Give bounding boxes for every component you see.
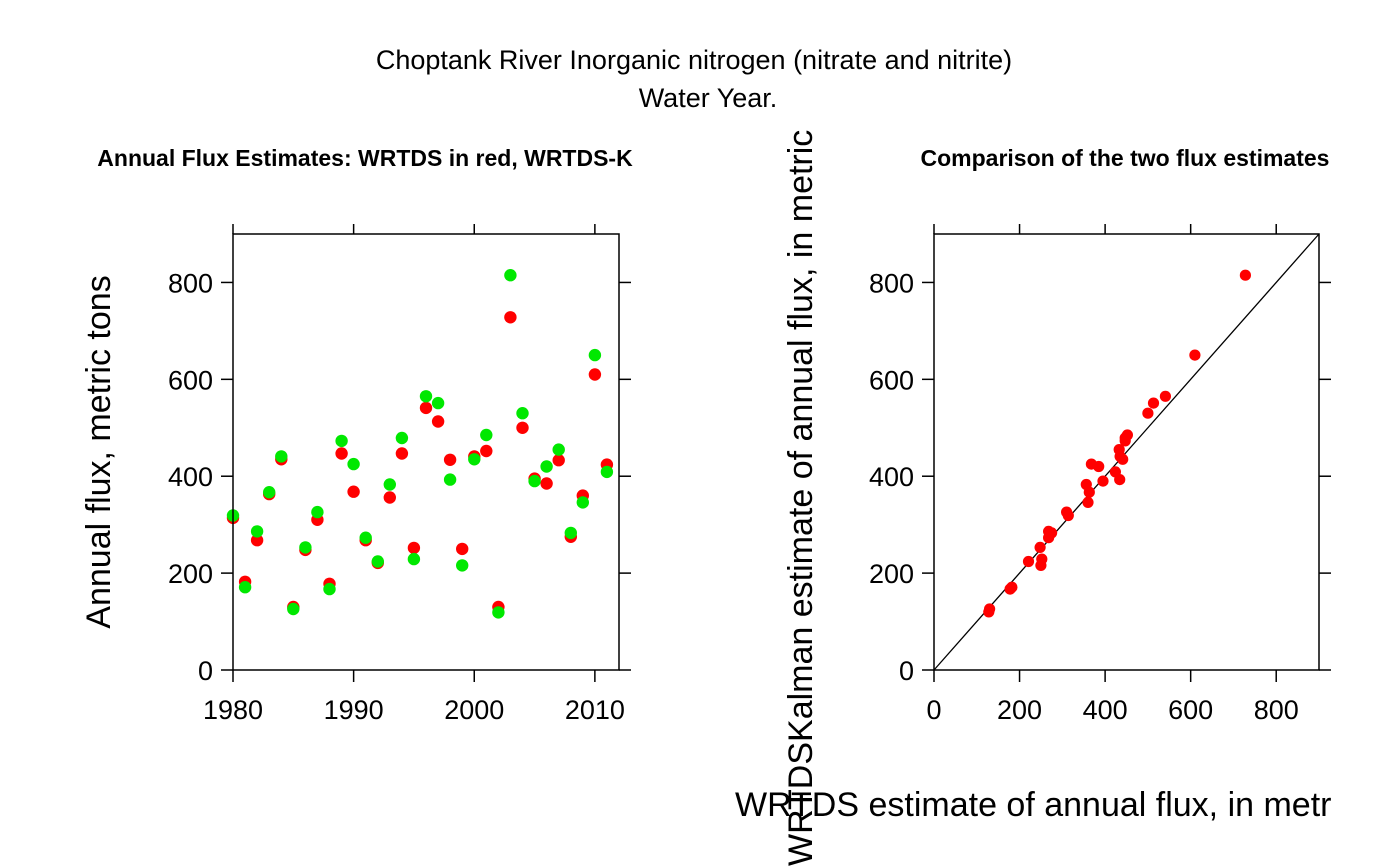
panel-right-title: Comparison of the two flux estimates	[921, 145, 1330, 171]
data-point-series-1	[311, 505, 324, 519]
plot-frame-left	[232, 233, 620, 671]
data-point-series-0	[1082, 496, 1094, 508]
data-point-series-1	[492, 606, 505, 619]
data-point-series-0	[552, 454, 565, 467]
panel-flux-comparison: Comparison of the two flux estimates 0 20…	[735, 130, 1331, 866]
data-point-series-1	[323, 582, 336, 596]
data-point-series-0	[335, 447, 348, 460]
data-point-series-1	[359, 531, 372, 544]
y-tick-label: 200	[869, 559, 914, 589]
data-point-series-1	[419, 390, 433, 403]
x-tick-label: 2010	[565, 695, 625, 725]
y-tick-label: 400	[168, 462, 213, 492]
x-tick-label: 800	[1254, 695, 1299, 725]
data-point-series-0	[443, 453, 457, 466]
data-point-series-1	[552, 443, 565, 456]
panel-left-title: Annual Flux Estimates: WRTDS in red, WRT…	[97, 145, 633, 171]
y-tick-label: 0	[198, 656, 213, 686]
data-point-series-0	[516, 421, 529, 434]
x-tick-label: 1990	[324, 695, 384, 725]
data-point-series-0	[395, 447, 409, 460]
data-point-series-1	[600, 465, 614, 479]
data-point-series-0	[504, 311, 517, 324]
data-point-series-1	[250, 525, 264, 538]
data-point-series-1	[395, 431, 409, 445]
y-tick-label: 400	[869, 462, 914, 492]
data-point-series-1	[371, 555, 384, 568]
figure-title-line2: Water Year.	[639, 83, 778, 113]
y-tick-label: 200	[168, 559, 213, 589]
data-point-series-0	[1121, 429, 1133, 441]
data-point-series-1	[540, 460, 553, 473]
x-tick-label: 200	[997, 695, 1042, 725]
data-point-series-0	[250, 534, 264, 547]
data-point-series-0	[983, 606, 995, 618]
data-point-series-1	[407, 552, 421, 566]
data-point-series-0	[1097, 475, 1109, 487]
data-point-series-1	[299, 541, 312, 554]
data-point-series-0	[1034, 541, 1046, 554]
data-point-series-0	[1006, 581, 1018, 593]
y-tick-label: 600	[869, 365, 914, 395]
data-point-series-0	[1036, 553, 1048, 565]
data-point-series-1	[528, 474, 541, 488]
data-point-series-0	[1159, 390, 1171, 402]
data-point-series-1	[335, 434, 348, 448]
y-tick-label: 600	[168, 365, 213, 395]
x-axis-label-right: WRTDS estimate of annual flux, in metr	[735, 786, 1331, 824]
data-point-series-1	[456, 559, 469, 572]
data-point-series-1	[516, 407, 529, 420]
data-point-series-1	[383, 478, 396, 491]
data-point-series-0	[1046, 527, 1058, 539]
data-point-series-0	[431, 415, 445, 428]
one-to-one-line	[933, 233, 1320, 671]
x-tick-label: 1980	[203, 695, 263, 725]
data-point-series-0	[1117, 453, 1129, 465]
x-tick-label: 0	[926, 695, 941, 725]
x-tick-label: 2000	[444, 695, 504, 725]
data-point-series-1	[347, 457, 360, 471]
data-point-series-0	[407, 541, 421, 555]
data-point-series-0	[1062, 509, 1074, 522]
data-point-series-0	[1147, 397, 1160, 409]
data-point-series-0	[347, 485, 360, 498]
data-point-series-1	[443, 473, 457, 486]
plot-frame-right	[933, 233, 1320, 671]
data-point-series-1	[238, 581, 252, 594]
data-point-series-0	[1189, 349, 1201, 361]
data-point-series-0	[419, 401, 433, 415]
panel-annual-flux: Annual Flux Estimates: WRTDS in red, WRT…	[80, 145, 633, 725]
data-point-series-0	[540, 477, 553, 490]
data-point-series-1	[468, 453, 481, 466]
y-tick-label: 800	[869, 268, 914, 298]
y-axis-label-left: Annual flux, metric tons	[80, 275, 118, 628]
y-axis-label-right: WRTDSKalman estimate of annual flux, in …	[782, 130, 820, 866]
data-point-series-1	[480, 428, 493, 442]
data-point-series-0	[480, 444, 493, 458]
figure-title-line1: Choptank River Inorganic nitrogen (nitra…	[376, 45, 1012, 75]
data-point-series-1	[287, 602, 300, 616]
x-tick-label: 600	[1168, 695, 1213, 725]
data-point-series-1	[263, 486, 276, 499]
data-point-series-0	[1239, 269, 1251, 281]
x-tick-label: 400	[1083, 695, 1128, 725]
data-point-series-0	[1083, 486, 1095, 498]
data-point-series-0	[588, 368, 602, 381]
data-point-series-0	[1114, 474, 1126, 486]
y-tick-label: 0	[899, 656, 914, 686]
data-point-series-1	[504, 269, 517, 282]
data-point-series-0	[1022, 555, 1035, 568]
data-point-series-1	[588, 348, 602, 362]
y-tick-label: 800	[168, 268, 213, 298]
data-point-series-1	[564, 526, 577, 540]
data-point-series-0	[456, 542, 469, 556]
data-point-series-1	[576, 496, 589, 509]
data-point-series-0	[1093, 460, 1105, 473]
data-point-series-0	[383, 491, 396, 504]
data-point-series-0	[1142, 407, 1154, 419]
data-point-series-1	[431, 396, 445, 410]
data-point-series-1	[275, 450, 288, 463]
